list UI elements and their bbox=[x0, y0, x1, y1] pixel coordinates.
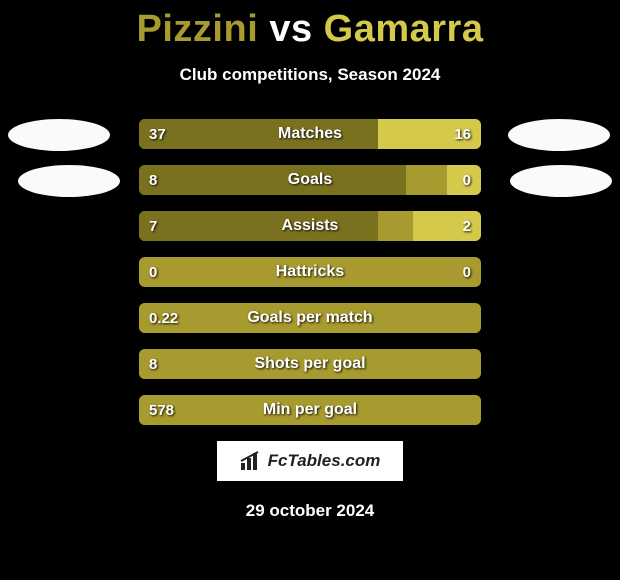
player1-name: Pizzini bbox=[137, 8, 259, 50]
stat-label: Matches bbox=[139, 119, 481, 149]
stat-row: 72Assists bbox=[139, 211, 481, 241]
player2-avatar bbox=[508, 119, 610, 151]
branding-icon bbox=[240, 451, 262, 471]
date-label: 29 october 2024 bbox=[0, 501, 620, 521]
vs-text: vs bbox=[269, 8, 312, 50]
comparison-chart: 3716Matches 80Goals 72Assists 00Hattricks 0.… bbox=[0, 119, 620, 425]
subtitle: Club competitions, Season 2024 bbox=[0, 65, 620, 85]
player1-avatar-shadow bbox=[18, 165, 120, 197]
stat-label: Goals bbox=[139, 165, 481, 195]
branding-badge: FcTables.com bbox=[217, 441, 403, 481]
page-title: Pizzini vs Gamarra bbox=[0, 0, 620, 51]
player2-avatar-shadow bbox=[510, 165, 612, 197]
stat-row: 80Goals bbox=[139, 165, 481, 195]
stat-row: 8Shots per goal bbox=[139, 349, 481, 379]
stat-row: 578Min per goal bbox=[139, 395, 481, 425]
stat-label: Assists bbox=[139, 211, 481, 241]
stat-label: Min per goal bbox=[139, 395, 481, 425]
stat-label: Hattricks bbox=[139, 257, 481, 287]
stat-bars: 3716Matches 80Goals 72Assists 00Hattricks 0.… bbox=[139, 119, 481, 425]
stat-row: 3716Matches bbox=[139, 119, 481, 149]
player1-avatar bbox=[8, 119, 110, 151]
branding-text: FcTables.com bbox=[268, 451, 381, 471]
player2-name: Gamarra bbox=[324, 8, 484, 50]
stat-label: Goals per match bbox=[139, 303, 481, 333]
stat-label: Shots per goal bbox=[139, 349, 481, 379]
stat-row: 0.22Goals per match bbox=[139, 303, 481, 333]
stat-row: 00Hattricks bbox=[139, 257, 481, 287]
